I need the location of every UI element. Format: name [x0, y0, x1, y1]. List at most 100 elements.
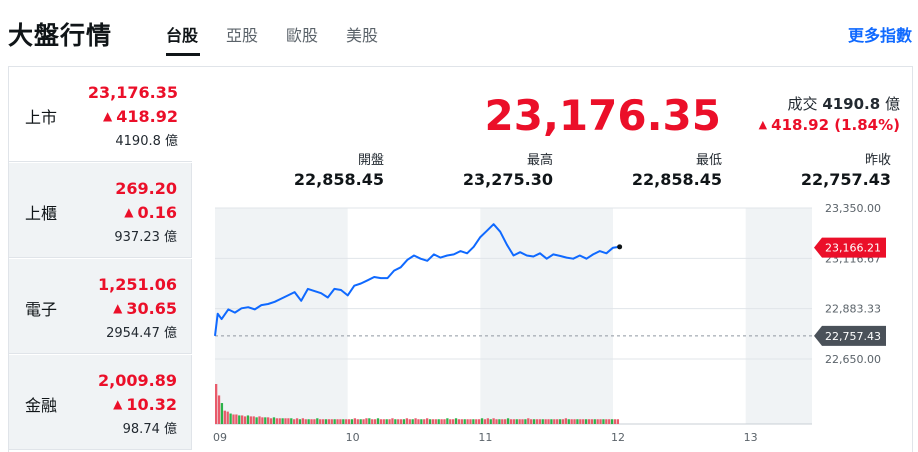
up-triangle-icon: ▲	[113, 397, 123, 411]
volume-bar	[515, 419, 518, 424]
stat-value: 22,858.45	[631, 170, 722, 189]
volume-bar	[512, 419, 515, 424]
volume-bar	[365, 418, 368, 424]
volume-bar	[313, 419, 316, 424]
volume-bar	[573, 419, 576, 424]
y-tick-label: 23,350.00	[825, 202, 881, 215]
volume-bar	[411, 419, 414, 424]
volume-bar	[382, 419, 385, 424]
volume-bar	[287, 418, 290, 424]
volume-bar	[446, 418, 449, 424]
volume-bar	[472, 419, 475, 424]
volume-bar	[530, 419, 533, 424]
index-value: 2,009.89	[98, 371, 177, 390]
y-tick-label: 22,883.33	[825, 303, 881, 316]
price-change: ▲ 418.92 (1.84%)	[759, 116, 900, 134]
volume-bar	[553, 419, 556, 424]
volume-bar	[428, 419, 432, 424]
turnover-label: 成交	[787, 95, 818, 113]
volume-bar	[246, 415, 250, 424]
index-change-value: 418.92	[116, 107, 178, 126]
volume-bar	[226, 411, 229, 424]
stat-low: 最低 22,858.45	[552, 149, 722, 189]
volume-bar	[238, 415, 241, 424]
volume-bar	[399, 419, 403, 424]
volume-bar	[498, 419, 501, 424]
sidebar-item-electronics[interactable]: 電子 1,251.06 ▲ 30.65 2954.47 億	[9, 259, 192, 354]
index-change: ▲ 30.65	[113, 299, 177, 318]
volume-bar	[483, 419, 487, 424]
hour-band	[215, 208, 348, 424]
tab-europe[interactable]: 歐股	[286, 26, 319, 45]
volume-bar	[293, 419, 296, 424]
tab-asia[interactable]: 亞股	[226, 26, 259, 45]
volume-bar	[301, 418, 304, 424]
volume-bar	[579, 419, 582, 424]
volume-bar	[506, 418, 510, 424]
index-change: ▲ 0.16	[124, 203, 177, 222]
x-tick-label: 09	[213, 431, 227, 444]
current-value-label: 23,166.21	[825, 242, 881, 255]
volume-bar	[457, 419, 461, 424]
volume-bar	[561, 419, 565, 424]
turnover-unit: 億	[884, 95, 900, 113]
hour-band	[745, 208, 812, 424]
volume-bar	[478, 419, 481, 424]
volume-bar	[342, 419, 345, 424]
sidebar-item-otc[interactable]: 上櫃 269.20 ▲ 0.16 937.23 億	[9, 163, 192, 258]
market-panel: 上市 23,176.35 ▲ 418.92 4190.8 億 上櫃 269.20 …	[8, 66, 913, 452]
volume-bar	[391, 418, 394, 424]
volume-bar	[570, 419, 573, 424]
volume-bar	[220, 403, 224, 424]
index-name: 上市	[25, 108, 58, 127]
index-volume: 2954.47 億	[106, 326, 177, 341]
volume-bar	[243, 416, 247, 424]
stat-value: 23,275.30	[462, 170, 553, 189]
volume-bar	[327, 419, 331, 424]
volume-bar	[440, 419, 443, 424]
price-change-value: 418.92 (1.84%)	[771, 116, 900, 134]
volume-bar	[495, 419, 498, 424]
volume-bar	[605, 419, 608, 424]
volume-bar	[538, 419, 541, 424]
volume-bar	[368, 418, 371, 424]
volume-bar	[319, 419, 322, 424]
volume-bar	[385, 419, 388, 424]
volume-bar	[466, 419, 469, 424]
volume-bar	[567, 419, 570, 424]
turnover-value: 4190.8	[822, 95, 881, 113]
up-triangle-icon: ▲	[758, 118, 768, 131]
prev-close-tag	[814, 325, 886, 346]
index-sidebar: 上市 23,176.35 ▲ 418.92 4190.8 億 上櫃 269.20 …	[9, 67, 192, 452]
volume-bar	[599, 419, 602, 424]
index-change: ▲ 418.92	[103, 107, 178, 126]
volume-bar	[449, 419, 452, 424]
volume-bar	[521, 419, 524, 424]
volume-bar	[397, 419, 400, 424]
y-tick-label: 22,650.00	[825, 353, 881, 366]
stat-value: 22,858.45	[293, 170, 384, 189]
page-header: 大盤行情 台股 亞股 歐股 美股 更多指數	[0, 0, 918, 66]
volume-bar	[420, 419, 423, 424]
volume-bar	[356, 419, 359, 424]
tab-us[interactable]: 美股	[346, 26, 379, 45]
volume-bar	[460, 419, 463, 424]
volume-bar	[339, 419, 342, 424]
more-indices-link[interactable]: 更多指數	[847, 26, 912, 45]
index-volume: 98.74 億	[122, 422, 177, 437]
volume-bar	[550, 419, 553, 424]
up-triangle-icon: ▲	[113, 301, 123, 315]
sidebar-item-listed[interactable]: 上市 23,176.35 ▲ 418.92 4190.8 億	[9, 67, 192, 162]
volume-bar	[310, 419, 313, 424]
sidebar-item-finance[interactable]: 金融 2,009.89 ▲ 10.32 98.74 億	[9, 355, 192, 450]
volume-bar	[535, 419, 539, 424]
volume-bar	[321, 419, 325, 424]
volume-bar	[431, 419, 435, 424]
x-tick-label: 12	[611, 431, 625, 444]
volume-bar	[501, 419, 504, 424]
quote-main: 23,176.35 成交 4190.8 億 ▲ 418.92 (1.84%) 開盤…	[192, 67, 914, 452]
volume-bar	[469, 419, 472, 424]
volume-bar	[434, 419, 437, 424]
tab-taiwan[interactable]: 台股	[166, 0, 226, 66]
